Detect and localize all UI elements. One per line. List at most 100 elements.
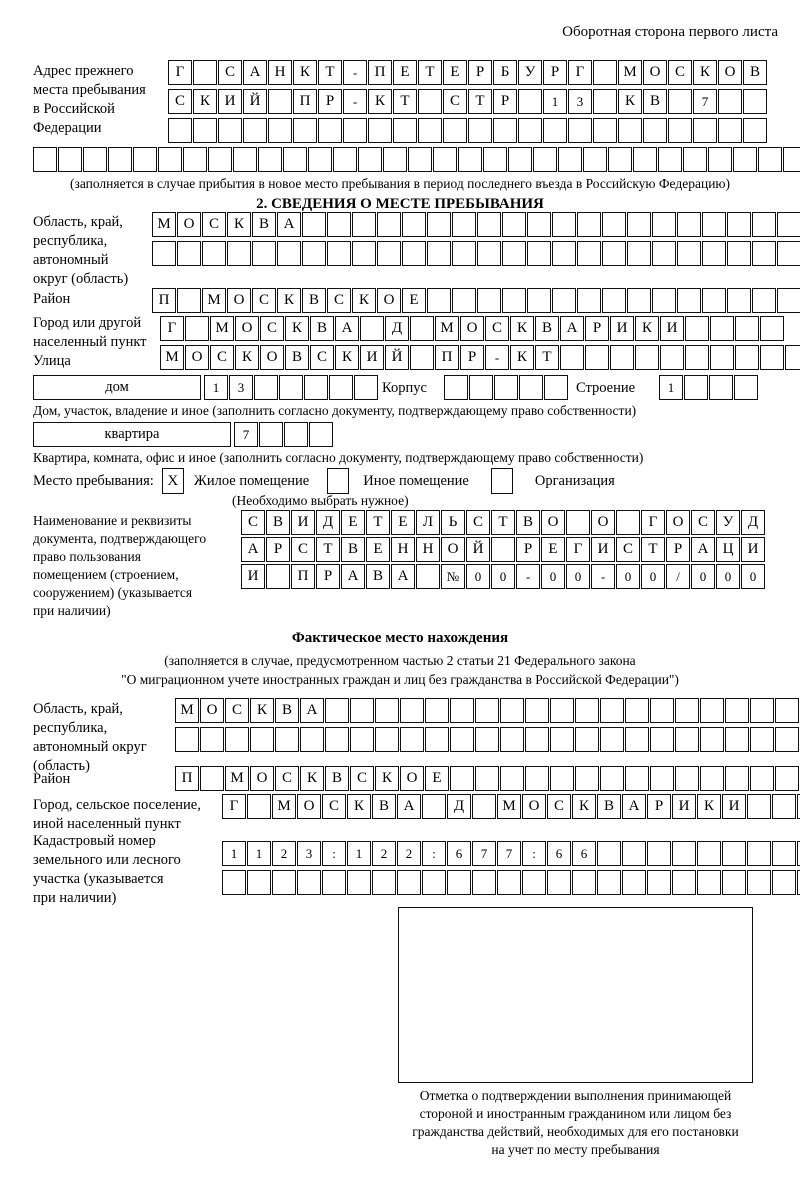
- char-cell[interactable]: [600, 727, 624, 752]
- char-cell[interactable]: [375, 698, 399, 723]
- char-cell[interactable]: [518, 89, 542, 114]
- char-cell[interactable]: [491, 537, 515, 562]
- char-cell[interactable]: М: [272, 794, 296, 819]
- char-cell[interactable]: [469, 375, 493, 400]
- char-cell[interactable]: И: [672, 794, 696, 819]
- char-cell[interactable]: П: [293, 89, 317, 114]
- char-cell[interactable]: [577, 288, 601, 313]
- char-cell[interactable]: [652, 288, 676, 313]
- char-cell[interactable]: С: [218, 60, 242, 85]
- char-cell[interactable]: Н: [391, 537, 415, 562]
- char-cell[interactable]: [783, 147, 800, 172]
- char-cell[interactable]: [522, 870, 546, 895]
- char-cell[interactable]: Й: [466, 537, 490, 562]
- char-cell[interactable]: С: [202, 212, 226, 237]
- char-cell[interactable]: [797, 870, 800, 895]
- char-cell[interactable]: И: [218, 89, 242, 114]
- char-cell[interactable]: [375, 727, 399, 752]
- char-cell[interactable]: [452, 241, 476, 266]
- char-cell[interactable]: [758, 147, 782, 172]
- char-cell[interactable]: [618, 118, 642, 143]
- char-cell[interactable]: [575, 727, 599, 752]
- char-cell[interactable]: [418, 89, 442, 114]
- char-cell[interactable]: [727, 288, 751, 313]
- char-cell[interactable]: [597, 870, 621, 895]
- char-cell[interactable]: Г: [168, 60, 192, 85]
- char-cell[interactable]: [472, 870, 496, 895]
- char-cell[interactable]: -: [343, 60, 367, 85]
- char-cell[interactable]: [266, 564, 290, 589]
- char-cell[interactable]: [422, 870, 446, 895]
- char-cell[interactable]: [722, 841, 746, 866]
- char-cell[interactable]: [309, 422, 333, 447]
- char-cell[interactable]: [452, 212, 476, 237]
- char-cell[interactable]: [247, 794, 271, 819]
- char-cell[interactable]: О: [260, 345, 284, 370]
- char-cell[interactable]: С: [310, 345, 334, 370]
- char-cell[interactable]: [352, 241, 376, 266]
- char-cell[interactable]: [725, 727, 749, 752]
- char-cell[interactable]: Ь: [441, 510, 465, 535]
- char-cell[interactable]: [718, 118, 742, 143]
- char-cell[interactable]: В: [341, 537, 365, 562]
- char-cell[interactable]: 3: [229, 375, 253, 400]
- char-cell[interactable]: А: [335, 316, 359, 341]
- char-cell[interactable]: К: [510, 316, 534, 341]
- char-cell[interactable]: [444, 375, 468, 400]
- char-cell[interactable]: [650, 698, 674, 723]
- char-cell[interactable]: С: [547, 794, 571, 819]
- char-cell[interactable]: И: [660, 316, 684, 341]
- char-cell[interactable]: К: [510, 345, 534, 370]
- char-cell[interactable]: В: [252, 212, 276, 237]
- char-cell[interactable]: [494, 375, 518, 400]
- char-cell[interactable]: [743, 89, 767, 114]
- char-cell[interactable]: И: [591, 537, 615, 562]
- char-cell[interactable]: С: [168, 89, 192, 114]
- char-cell[interactable]: [672, 870, 696, 895]
- char-cell[interactable]: [325, 698, 349, 723]
- char-cell[interactable]: Т: [366, 510, 390, 535]
- char-cell[interactable]: П: [368, 60, 392, 85]
- char-cell[interactable]: Н: [268, 60, 292, 85]
- char-cell[interactable]: [177, 288, 201, 313]
- char-cell[interactable]: Р: [460, 345, 484, 370]
- char-cell[interactable]: О: [297, 794, 321, 819]
- char-cell[interactable]: [527, 212, 551, 237]
- char-cell[interactable]: :: [522, 841, 546, 866]
- char-cell[interactable]: [677, 212, 701, 237]
- char-cell[interactable]: Т: [316, 537, 340, 562]
- char-cell[interactable]: [652, 241, 676, 266]
- char-cell[interactable]: [427, 212, 451, 237]
- char-cell[interactable]: [472, 794, 496, 819]
- char-cell[interactable]: [279, 375, 303, 400]
- char-cell[interactable]: В: [743, 60, 767, 85]
- char-cell[interactable]: [777, 212, 800, 237]
- char-cell[interactable]: [408, 147, 432, 172]
- char-cell[interactable]: Е: [443, 60, 467, 85]
- char-cell[interactable]: [225, 727, 249, 752]
- char-cell[interactable]: С: [691, 510, 715, 535]
- char-cell[interactable]: [233, 147, 257, 172]
- char-cell[interactable]: А: [241, 537, 265, 562]
- char-cell[interactable]: [254, 375, 278, 400]
- stamp-box[interactable]: [398, 907, 753, 1083]
- char-cell[interactable]: [108, 147, 132, 172]
- char-cell[interactable]: [685, 316, 709, 341]
- char-cell[interactable]: [772, 870, 796, 895]
- char-cell[interactable]: [500, 698, 524, 723]
- char-cell[interactable]: С: [485, 316, 509, 341]
- char-cell[interactable]: [502, 241, 526, 266]
- char-cell[interactable]: [697, 870, 721, 895]
- char-cell[interactable]: 1: [222, 841, 246, 866]
- char-cell[interactable]: [372, 870, 396, 895]
- prev-address-row-4[interactable]: [33, 147, 800, 172]
- char-cell[interactable]: В: [366, 564, 390, 589]
- char-cell[interactable]: [218, 118, 242, 143]
- char-cell[interactable]: [400, 727, 424, 752]
- char-cell[interactable]: Р: [468, 60, 492, 85]
